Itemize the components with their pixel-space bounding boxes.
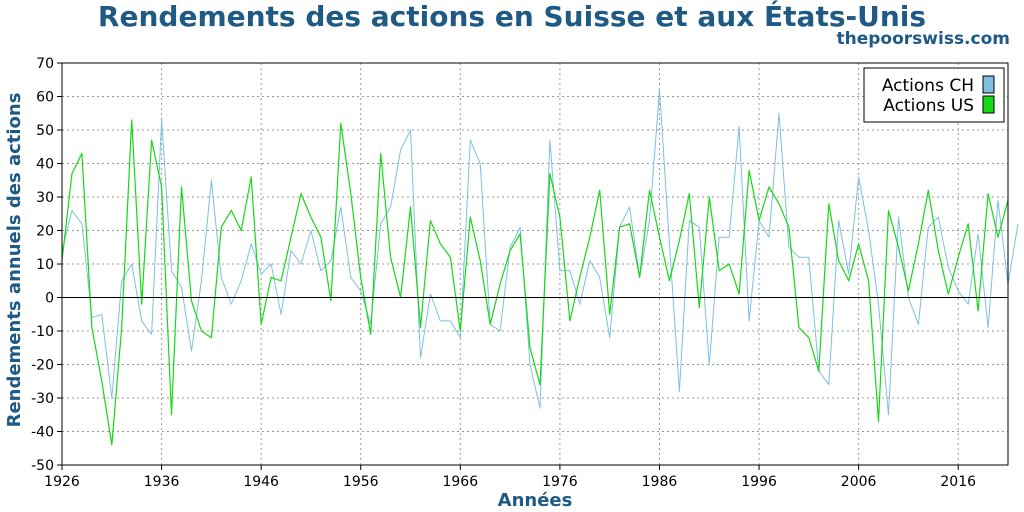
x-tick-label: 1986	[642, 474, 678, 490]
x-tick-label: 2016	[940, 474, 976, 490]
x-axis-label: Années	[498, 490, 573, 511]
y-tick-label: -40	[31, 425, 54, 441]
plot-frame	[61, 62, 1009, 466]
y-tick-label: 40	[36, 157, 54, 173]
x-tick-label: 1946	[243, 474, 279, 490]
y-tick-label: 70	[36, 56, 54, 72]
y-axis-label: Rendements annuels des actions	[4, 93, 25, 428]
series-lines	[61, 89, 1019, 446]
x-tick-label: 1976	[542, 474, 578, 490]
x-tick-label: 1996	[741, 474, 777, 490]
legend-label: Actions CH	[882, 76, 974, 96]
y-tick-label: 30	[36, 190, 54, 206]
y-tick-label: 0	[45, 291, 54, 307]
source-label: thepoorswiss.com	[836, 29, 1011, 49]
y-tick-label: 50	[36, 123, 54, 139]
series-line-us	[61, 119, 1009, 446]
legend-box	[863, 67, 1005, 123]
axis-ticks: -50 -40 -30 -20 -10 0 10 20 30 40 50 60 70 1926 1936 19…	[31, 56, 976, 490]
x-tick-label: 1926	[44, 474, 80, 490]
y-tick-label: 20	[36, 224, 54, 240]
x-tick-label: 2006	[841, 474, 877, 490]
y-tick-label: -50	[31, 458, 54, 474]
series-line-ch	[61, 89, 1019, 416]
legend-swatch	[982, 95, 995, 114]
x-tick-label: 1966	[442, 474, 478, 490]
x-tick-label: 1956	[343, 474, 379, 490]
x-tick-label: 1936	[144, 474, 180, 490]
y-tick-label: 10	[36, 257, 54, 273]
chart-title: Rendements des actions en Suisse et aux …	[97, 0, 927, 33]
grid-lines	[62, 63, 1008, 465]
y-tick-label: -10	[31, 324, 54, 340]
y-tick-label: 60	[36, 90, 54, 106]
legend-label: Actions US	[883, 96, 974, 116]
y-tick-label: -20	[31, 358, 54, 374]
legend-swatch	[982, 75, 995, 94]
y-tick-label: -30	[31, 391, 54, 407]
